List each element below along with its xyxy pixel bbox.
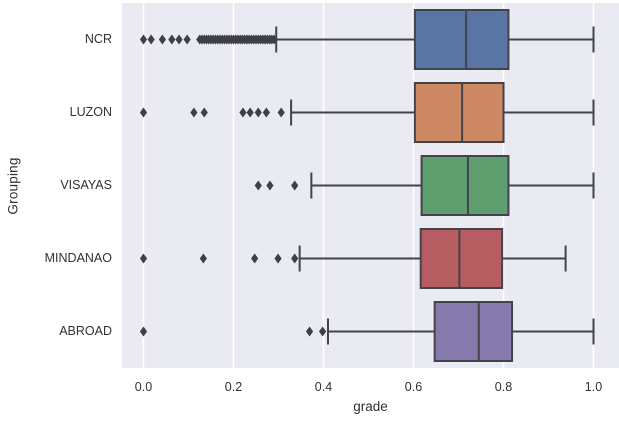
x-axis-label: grade [353, 399, 388, 414]
outlier-diamond [139, 107, 148, 118]
outlier-diamond [251, 253, 259, 264]
outlier-diamond [139, 326, 148, 337]
boxplot-canvas [139, 3, 595, 368]
outlier-diamond [254, 107, 262, 118]
x-tick-label: 1.0 [584, 380, 603, 394]
outlier-diamond [199, 253, 207, 264]
outlier-diamond [158, 34, 166, 45]
x-tick-label: 0.4 [314, 380, 333, 394]
box-luzon [413, 82, 505, 143]
outlier-diamond [305, 326, 314, 337]
outlier-diamond [246, 107, 254, 118]
y-tick-label-abroad: ABROAD [59, 323, 112, 338]
outlier-diamond [274, 253, 282, 264]
y-tick-label-visayas: VISAYAS [60, 177, 112, 192]
outlier-diamond [147, 34, 155, 45]
outlier-diamond [262, 107, 270, 118]
x-tick-label: 0.8 [494, 380, 513, 394]
box-visayas [420, 155, 510, 216]
box-abroad [433, 301, 514, 362]
outlier-diamond [200, 107, 208, 118]
outlier-diamond [239, 107, 247, 118]
outlier-diamond [270, 34, 278, 45]
outlier-diamond [168, 34, 176, 45]
outlier-diamond [266, 180, 274, 191]
plot-area [122, 3, 619, 368]
x-tick-label: 0.6 [404, 380, 423, 394]
outlier-diamond [183, 34, 191, 45]
box-ncr [413, 9, 510, 70]
x-tick-label: 0.2 [224, 380, 243, 394]
box-mindanao [419, 228, 504, 289]
outlier-diamond [277, 107, 285, 118]
outlier-diamond [139, 34, 148, 45]
outlier-diamond [175, 34, 183, 45]
outlier-diamond [254, 180, 262, 191]
outlier-diamond [190, 107, 198, 118]
outlier-diamond [291, 253, 299, 264]
y-tick-label-ncr: NCR [84, 31, 112, 46]
y-tick-label-luzon: LUZON [69, 104, 112, 119]
outlier-diamond [319, 326, 327, 337]
x-tick-label: 0.0 [134, 380, 153, 394]
outlier-diamond [139, 253, 148, 264]
outlier-diamond [291, 180, 299, 191]
y-tick-label-mindanao: MINDANAO [44, 250, 112, 265]
